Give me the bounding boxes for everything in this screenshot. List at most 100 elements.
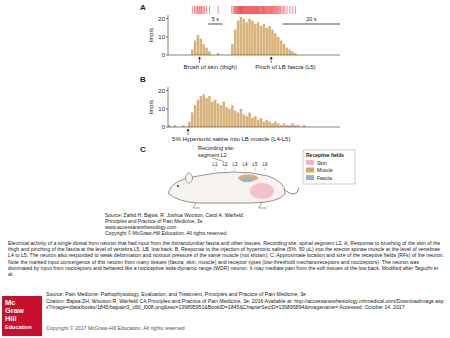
bar — [200, 39, 203, 55]
bar — [257, 22, 260, 55]
bar — [251, 20, 254, 55]
y-axis-label: Imp/s — [148, 28, 154, 43]
spike-trace — [237, 6, 239, 14]
y-tick-label: 10 — [158, 34, 165, 40]
bar — [237, 112, 240, 127]
y-tick-label: 10 — [158, 106, 165, 112]
segment-tick — [255, 168, 256, 172]
spike-trace — [266, 6, 268, 14]
bar — [260, 118, 263, 127]
bar — [205, 48, 208, 55]
segment-label: L3 — [232, 162, 238, 167]
rf-skin — [250, 183, 274, 199]
spike-trace — [195, 6, 196, 14]
spike-trace — [295, 6, 296, 14]
legend-title: Receptive fields — [306, 152, 344, 158]
bar — [234, 111, 237, 127]
bar — [194, 40, 197, 55]
bar — [231, 105, 234, 127]
spike-trace — [292, 6, 293, 14]
legend-label: Fascia — [317, 175, 332, 181]
y-tick — [166, 36, 168, 37]
y-tick — [166, 108, 168, 109]
spike-trace — [209, 6, 210, 14]
logo-text: Hill — [5, 314, 17, 323]
bar — [277, 123, 280, 127]
bar — [271, 30, 274, 55]
legend-swatch — [306, 175, 314, 180]
bar — [274, 122, 277, 127]
bars — [168, 94, 305, 127]
spike-trace — [200, 6, 202, 14]
recording-pointer — [212, 158, 224, 162]
spike-trace — [286, 6, 287, 14]
spike-trace — [240, 6, 242, 14]
rat-tail — [285, 188, 299, 194]
annotation-arrow — [188, 130, 189, 136]
bar — [251, 118, 254, 127]
spike-trace — [232, 6, 233, 14]
x-axis — [168, 55, 340, 56]
bar — [222, 102, 225, 127]
bar — [260, 26, 263, 55]
panel-0: A01020Imp/s5 s20 sBrush of skin (thigh)P… — [140, 3, 340, 70]
spike-trace — [272, 6, 274, 14]
bar — [228, 109, 231, 127]
bar — [265, 120, 268, 127]
citation: Citation: Bajwa ZH, Wootton R, Warfield … — [46, 298, 446, 310]
bar — [211, 102, 214, 127]
spike-trace — [197, 6, 199, 14]
bar — [280, 40, 283, 55]
y-tick — [166, 55, 168, 56]
copyright: Copyright © 2017 McGraw-Hill Education. … — [46, 325, 446, 331]
rf-fascia — [241, 178, 253, 182]
bar — [283, 123, 286, 127]
segment-tick — [235, 168, 236, 172]
annotation: Pinch of LB fascia (L5) — [255, 64, 315, 70]
spike-trace — [281, 6, 282, 14]
bar — [214, 100, 217, 127]
bar — [234, 30, 237, 55]
bar — [277, 37, 280, 55]
bar — [205, 98, 208, 127]
bar — [237, 20, 240, 55]
y-axis — [168, 87, 169, 127]
source-line: Copyright © McGraw-Hill Education. All r… — [105, 230, 228, 236]
y-tick-label: 20 — [158, 88, 165, 94]
bar — [225, 107, 228, 127]
bar — [231, 44, 234, 55]
rat-leg — [193, 203, 200, 208]
bar — [254, 24, 257, 55]
bar — [243, 19, 246, 55]
bar — [240, 109, 243, 127]
segment-label: L6 — [262, 162, 268, 167]
bar — [268, 122, 271, 127]
bar — [286, 48, 289, 55]
annotation-arrow — [271, 58, 272, 64]
diagram: CRecording site:segment L2L1L2L3L4L5L6Re… — [140, 145, 355, 208]
recording-segment: segment L2 — [198, 152, 227, 158]
panel-label: A — [140, 3, 146, 12]
bars — [191, 17, 297, 55]
legend-swatch — [306, 168, 314, 173]
arrow-head — [198, 57, 201, 60]
spike-trace — [289, 6, 290, 14]
y-tick-label: 0 — [162, 52, 166, 58]
spike-trace — [206, 6, 207, 14]
bar — [208, 96, 211, 127]
rat-ear — [186, 173, 193, 183]
spike-trace — [275, 6, 277, 14]
figure: A01020Imp/s5 s20 sBrush of skin (thigh)P… — [0, 0, 450, 338]
bar — [197, 100, 200, 127]
spike-trace — [257, 6, 259, 14]
annotation-arrow — [199, 58, 200, 64]
segment-tick — [265, 168, 266, 172]
panel-1: B01020Imp/s5% Hypertonic saline into LB … — [140, 75, 340, 142]
bar — [274, 33, 277, 55]
bar — [283, 44, 286, 55]
spike-trace — [249, 6, 251, 14]
scale-bar — [283, 24, 340, 25]
spike-trace — [283, 6, 284, 14]
bar — [248, 112, 251, 127]
rat-leg — [259, 202, 267, 208]
